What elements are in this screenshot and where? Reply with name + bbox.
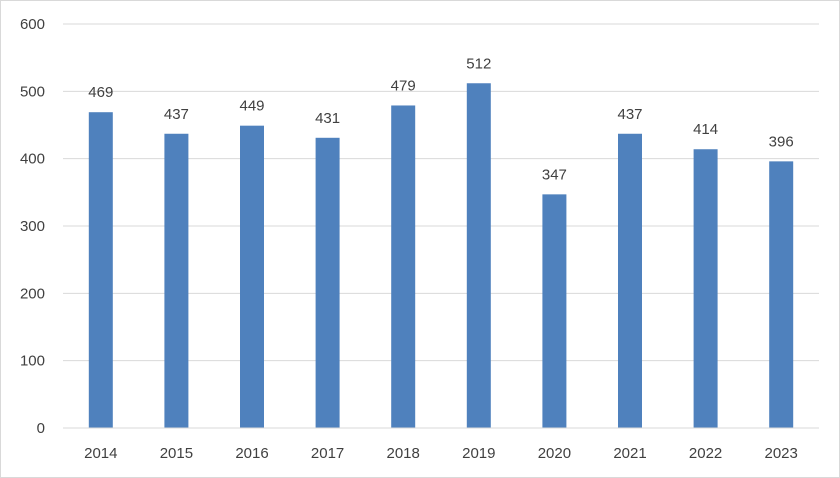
x-tick-label-2014: 2014 xyxy=(84,445,117,462)
x-tick-label-2023: 2023 xyxy=(765,445,798,462)
data-label-2015: 437 xyxy=(164,106,189,123)
bar-2014 xyxy=(88,112,113,428)
data-label-2022: 414 xyxy=(693,121,718,138)
bar-2018 xyxy=(391,105,416,429)
x-tick-label-2020: 2020 xyxy=(538,445,571,462)
y-tick-label: 200 xyxy=(20,285,45,302)
data-label-2016: 449 xyxy=(239,98,264,115)
data-label-2018: 479 xyxy=(391,77,416,94)
y-tick-label: 300 xyxy=(20,218,45,235)
bar-2023 xyxy=(769,161,794,429)
y-tick-label: 100 xyxy=(20,353,45,370)
y-tick-label: 600 xyxy=(20,16,45,33)
data-label-2017: 431 xyxy=(315,110,340,127)
bar-2021 xyxy=(618,133,642,428)
bars xyxy=(88,83,794,429)
data-label-2020: 347 xyxy=(542,166,567,183)
data-label-2019: 512 xyxy=(466,55,491,72)
bar-2019 xyxy=(466,83,491,429)
y-tick-label: 400 xyxy=(20,151,45,168)
x-axis-tick-labels: 2014 2015 2016 2017 2018 2019 2020 2021 2022 2023 xyxy=(84,445,798,462)
data-label-2023: 396 xyxy=(769,133,794,150)
x-tick-label-2022: 2022 xyxy=(689,445,722,462)
x-tick-label-2019: 2019 xyxy=(462,445,495,462)
data-label-2014: 469 xyxy=(88,84,113,101)
data-label-2021: 437 xyxy=(617,106,642,123)
data-labels: 469 437 449 431 479 512 347 437 414 396 xyxy=(88,55,793,183)
bar-2020 xyxy=(542,194,567,428)
y-tick-label: 500 xyxy=(20,83,45,100)
x-tick-label-2015: 2015 xyxy=(160,445,193,462)
x-tick-label-2018: 2018 xyxy=(387,445,420,462)
x-tick-label-2016: 2016 xyxy=(235,445,268,462)
bar-2016 xyxy=(240,125,264,428)
x-tick-label-2021: 2021 xyxy=(613,445,646,462)
y-axis-tick-labels: 0 100 200 300 400 500 600 xyxy=(20,16,45,437)
gridlines xyxy=(63,23,819,362)
bar-2022 xyxy=(693,149,718,429)
x-tick-label-2017: 2017 xyxy=(311,445,344,462)
y-tick-label: 0 xyxy=(37,420,45,437)
bar-2017 xyxy=(315,137,340,428)
bar-2015 xyxy=(164,133,189,428)
